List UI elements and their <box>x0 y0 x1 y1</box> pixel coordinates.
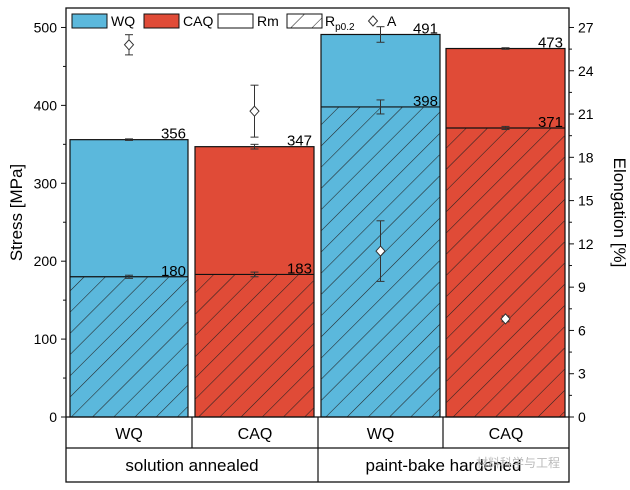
category-label: CAQ <box>238 426 273 443</box>
legend-subscript: p0.2 <box>335 22 355 33</box>
elongation-marker <box>500 313 511 325</box>
frame-layer <box>65 7 570 483</box>
group-label: paint-bake hardened <box>366 456 522 475</box>
bar-rp-hatch <box>446 127 565 418</box>
y2-tick-label: 6 <box>578 322 586 338</box>
y2-tick-label: 18 <box>578 149 594 165</box>
legend-item-caq: CAQ <box>143 13 213 29</box>
bar-rp-hatch <box>70 276 188 417</box>
y2-tick-label: 9 <box>578 279 586 295</box>
data-label-rm: 347 <box>287 133 312 150</box>
legend-item-rm: Rm <box>217 13 279 29</box>
watermark: 材料科学与工程 <box>476 455 560 470</box>
legend-swatch <box>286 13 323 29</box>
elongation-marker <box>123 34 135 56</box>
y-tick-label: 200 <box>34 253 58 269</box>
elongation-point <box>375 245 386 257</box>
errorbar-rp <box>501 125 510 131</box>
elongation-marker <box>249 84 260 138</box>
y2-tick-label: 21 <box>578 106 594 122</box>
y2-tick-label: 15 <box>578 193 594 209</box>
y-tick-label: 400 <box>34 97 58 113</box>
errorbar-rm <box>250 143 259 150</box>
data-label-rm: 473 <box>538 35 563 52</box>
legend-label: CAQ <box>183 13 213 29</box>
legend-label: Rp0.2 <box>325 13 355 33</box>
y-tick-label: 500 <box>34 19 58 35</box>
data-label-rm: 356 <box>161 126 186 143</box>
y2-tick-label: 0 <box>578 409 586 425</box>
y2-tick-label: 27 <box>578 19 594 35</box>
y-tick-label: 300 <box>34 175 58 191</box>
category-label: CAQ <box>489 426 524 443</box>
legend: WQ CAQ Rm Rp0.2 A <box>71 13 397 33</box>
category-label: WQ <box>367 426 395 443</box>
errorbar-rp <box>125 274 133 279</box>
y2-axis-title: Elongation [%] <box>610 158 629 268</box>
legend-item-wq: WQ <box>71 13 135 29</box>
errorbar-rp <box>250 271 259 278</box>
legend-label: Rm <box>257 13 279 29</box>
legend-swatch-diamond <box>367 15 379 27</box>
legend-swatch <box>71 13 108 29</box>
elongation-point <box>500 313 511 325</box>
group-label: solution annealed <box>125 456 258 475</box>
axes-layer: WQ CAQ WQ CAQ solution annealed paint-bake ha… <box>7 19 629 475</box>
errorbar-rp <box>376 99 385 115</box>
legend-label: WQ <box>111 13 135 29</box>
data-label-rm: 491 <box>413 20 438 37</box>
overlay-layer: 356 180 347 183 491 398 473 371 <box>123 20 563 325</box>
y2-tick-label: 24 <box>578 63 594 79</box>
legend-label: A <box>387 13 397 29</box>
elongation-marker <box>375 220 386 282</box>
data-label-rp: 398 <box>413 93 438 110</box>
data-label-rp: 371 <box>538 114 563 131</box>
y-axis-title: Stress [MPa] <box>7 164 26 261</box>
y-tick-label: 100 <box>34 331 58 347</box>
elongation-point <box>123 39 135 51</box>
errorbar-rm <box>501 47 510 50</box>
bar-rp-hatch <box>195 274 314 417</box>
errorbar-rm <box>125 138 133 141</box>
data-label-rp: 183 <box>287 260 312 277</box>
elongation-point <box>249 105 260 117</box>
errorbar-rm <box>376 26 385 43</box>
data-label-rp: 180 <box>161 263 186 280</box>
y2-tick-label: 12 <box>578 236 594 252</box>
legend-item-rp: Rp0.2 <box>286 13 355 33</box>
legend-swatch <box>143 13 180 29</box>
legend-swatch <box>217 13 254 29</box>
category-label: WQ <box>115 426 143 443</box>
y-tick-label: 0 <box>49 409 57 425</box>
y2-tick-label: 3 <box>578 366 586 382</box>
legend-item-a: A <box>367 13 397 29</box>
bars-layer <box>69 33 566 418</box>
